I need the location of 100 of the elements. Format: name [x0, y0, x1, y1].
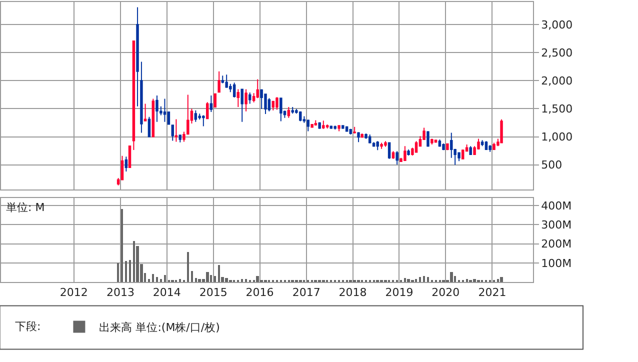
candlestick [218, 70, 220, 93]
candlestick [276, 96, 278, 110]
bar [415, 279, 417, 282]
bar [500, 277, 503, 282]
candlestick [280, 98, 282, 122]
candlestick [392, 150, 395, 160]
candlestick [244, 88, 248, 112]
candlestick [148, 116, 151, 138]
candlestick [314, 120, 318, 126]
y-tick-label: 500 [541, 158, 562, 172]
candlestick [144, 103, 147, 122]
candlestick [256, 78, 259, 99]
y-tick-label: 1,500 [541, 102, 573, 116]
candlestick [287, 106, 290, 118]
y-tick-label: 200M [541, 238, 572, 251]
y-tick-label: 2,500 [541, 46, 573, 60]
candlestick [364, 132, 368, 140]
candlestick [376, 140, 379, 151]
candlestick [434, 140, 438, 144]
candlestick [330, 125, 333, 130]
candlestick [404, 146, 406, 162]
candlestick [341, 124, 344, 130]
candlestick [349, 128, 352, 135]
candlestick [458, 152, 460, 162]
candlestick [360, 132, 364, 138]
bar [225, 278, 228, 282]
bar [214, 276, 216, 282]
text: 下段: [15, 320, 41, 333]
y-tick-label: 400M [541, 199, 572, 212]
candlestick [272, 100, 275, 111]
candlestick [178, 134, 182, 143]
candlestick [264, 93, 267, 114]
bar [407, 279, 410, 282]
candlestick [221, 75, 224, 84]
bar [454, 276, 456, 282]
candlestick [384, 140, 387, 148]
bar [198, 279, 201, 282]
candlestick [206, 102, 209, 120]
bar [133, 241, 135, 282]
bar [125, 261, 127, 282]
bar [160, 279, 162, 282]
candlestick [156, 94, 158, 122]
candlestick [480, 140, 484, 147]
bar [121, 209, 123, 282]
bar [404, 278, 406, 282]
bar [156, 277, 158, 282]
bar [206, 272, 209, 282]
candlestick [488, 144, 492, 152]
candlestick [334, 125, 336, 130]
candlestick [484, 140, 488, 150]
candlestick [353, 126, 356, 134]
candlestick [163, 98, 166, 122]
candlestick [338, 124, 340, 132]
x-tick-label: 2013 [106, 286, 134, 300]
bar [427, 277, 429, 282]
bar [450, 272, 453, 282]
candlestick [260, 88, 263, 110]
candlestick [136, 6, 139, 107]
candlestick [132, 40, 136, 150]
bar [245, 279, 247, 282]
annotation: 単位: M [6, 201, 45, 214]
y-tick-label: 100M [541, 256, 572, 270]
candlestick [368, 134, 372, 144]
candlestick [171, 124, 174, 142]
candlestick [248, 92, 252, 104]
bar [152, 274, 154, 282]
bar [117, 263, 119, 282]
x-tick-label: 2016 [246, 286, 274, 300]
x-tick-label: 2020 [432, 286, 460, 300]
bar [195, 278, 197, 282]
bar [210, 275, 212, 282]
candlestick [240, 88, 244, 122]
candlestick [318, 122, 321, 130]
y-tick-label: 300M [541, 218, 572, 232]
candlestick [426, 130, 430, 148]
candlestick [194, 110, 198, 122]
candlestick [438, 138, 442, 148]
bar [256, 276, 259, 282]
bar [218, 265, 220, 282]
candlestick [442, 142, 445, 151]
y-tick-label: 1,000 [541, 130, 573, 144]
y-tick-label: 2,000 [541, 74, 573, 88]
bar [497, 279, 499, 282]
candlestick [140, 61, 143, 134]
candlestick [152, 98, 155, 138]
candlestick [306, 119, 310, 132]
bar [419, 277, 421, 282]
candlestick [202, 114, 205, 127]
candlestick [380, 142, 383, 150]
candlestick [268, 98, 271, 112]
x-tick-label: 2014 [152, 286, 181, 300]
candlestick [291, 106, 294, 114]
candlestick [232, 82, 236, 98]
bar [148, 279, 150, 282]
candlestick [174, 118, 178, 142]
candlestick [469, 146, 472, 156]
bar [191, 271, 193, 282]
candlestick [322, 120, 325, 130]
candlestick [225, 74, 228, 88]
x-tick-label: 2021 [478, 286, 506, 300]
